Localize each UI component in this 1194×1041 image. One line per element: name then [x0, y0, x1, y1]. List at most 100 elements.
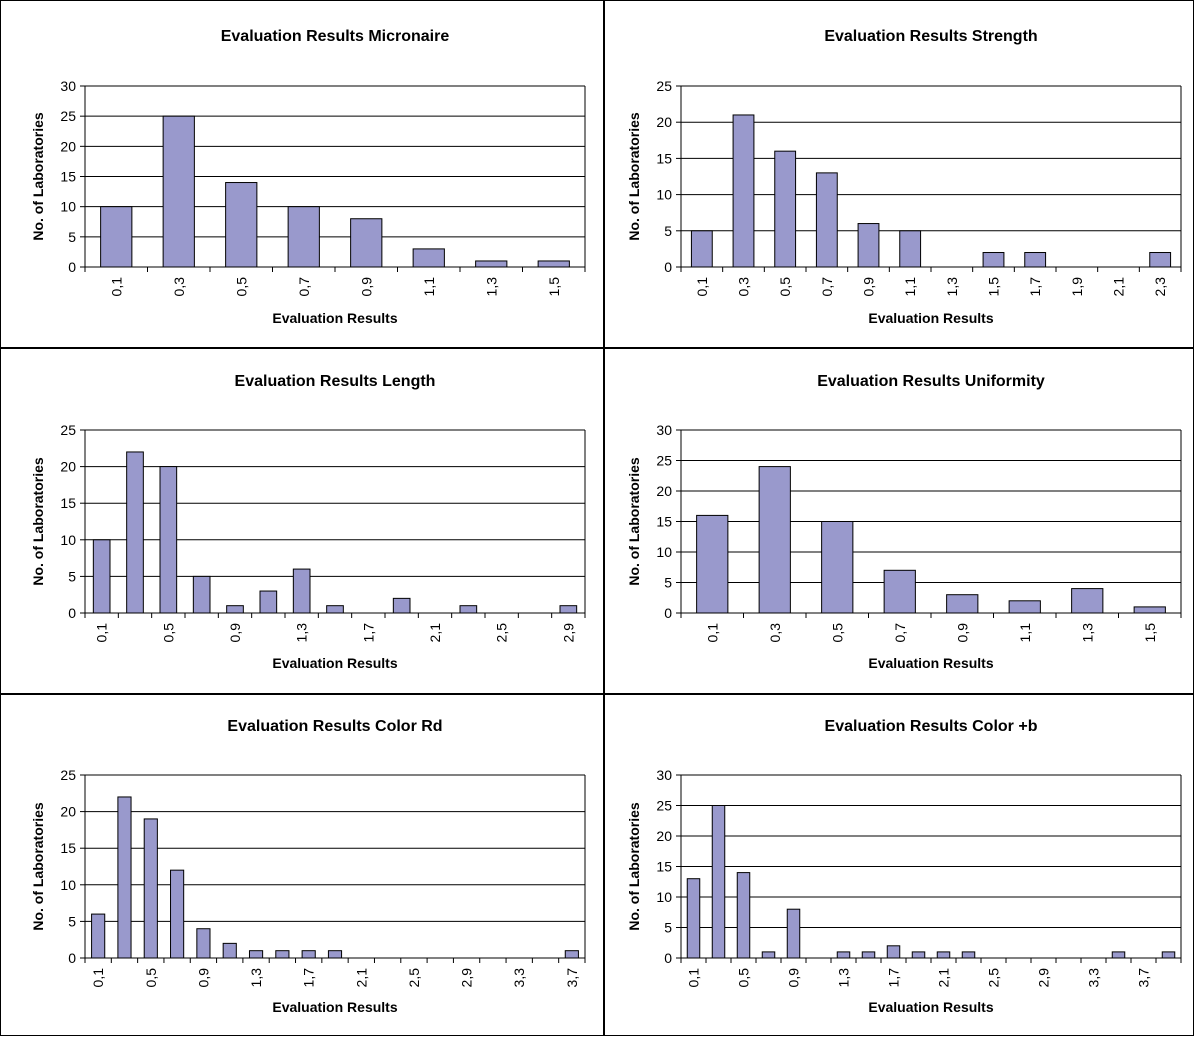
- x-tick-label: 1,3: [1079, 623, 1095, 643]
- bar: [292, 568, 311, 614]
- bar: [225, 182, 258, 268]
- bar: [117, 796, 132, 959]
- x-tick-label: 0,9: [861, 277, 877, 297]
- chart-4: Evaluation Results Uniformity 0 5 10 15 20 25 3…: [626, 373, 1182, 671]
- x-tick-label: 1,3: [294, 623, 310, 643]
- y-tick-label: 20: [60, 459, 76, 475]
- y-tick-label: 0: [68, 605, 76, 621]
- x-tick-label: 0,9: [195, 968, 211, 988]
- x-tick-label: 0,7: [819, 277, 835, 297]
- bar: [170, 869, 185, 959]
- bar: [1161, 951, 1176, 959]
- bar: [1133, 606, 1166, 614]
- y-axis-label: No. of Laboratories: [30, 457, 46, 586]
- bar: [911, 951, 926, 959]
- chart-panel-frame: [0, 0, 604, 348]
- x-tick-label: 1,1: [421, 277, 437, 297]
- y-tick-label: 10: [60, 532, 76, 548]
- x-tick-label: 1,3: [836, 968, 852, 988]
- bar: [301, 950, 316, 959]
- chart-6: Evaluation Results Color +b 0 5 10 15 20 25 30 0…: [626, 718, 1182, 1015]
- x-tick-label: 0,5: [736, 968, 752, 988]
- x-axis-label: Evaluation Results: [272, 999, 397, 1015]
- y-tick-label: 10: [60, 877, 76, 893]
- bar: [936, 951, 951, 959]
- x-tick-label: 1,1: [1017, 623, 1033, 643]
- y-tick-label: 5: [68, 568, 76, 584]
- chart-3: Evaluation Results Length 0 5 10 15 20 25 0,1 0,…: [30, 373, 586, 671]
- x-tick-label: 2,1: [353, 968, 369, 988]
- x-tick-label: 0,5: [160, 623, 176, 643]
- x-tick-label: 1,7: [301, 968, 317, 988]
- y-tick-label: 5: [664, 223, 672, 239]
- bar: [1149, 252, 1172, 268]
- bar: [162, 115, 195, 268]
- bar: [559, 605, 578, 614]
- bar: [732, 114, 755, 268]
- bar: [774, 150, 797, 268]
- bar: [326, 605, 344, 614]
- x-tick-label: 1,3: [248, 968, 264, 988]
- x-tick-label: 0,3: [736, 277, 752, 297]
- x-tick-label: 1,7: [886, 968, 902, 988]
- x-axis-label: Evaluation Results: [272, 655, 397, 671]
- y-tick-label: 10: [656, 187, 672, 203]
- bar: [392, 597, 411, 614]
- x-tick-label: 2,9: [1036, 968, 1052, 988]
- bar: [412, 248, 445, 268]
- bar: [711, 805, 726, 959]
- x-tick-label: 2,9: [459, 968, 475, 988]
- bar: [1111, 951, 1126, 959]
- bar: [861, 951, 876, 959]
- bar: [564, 950, 579, 959]
- bar: [690, 230, 713, 268]
- y-tick-label: 15: [60, 495, 76, 511]
- chart-1: Evaluation Results Micronaire 0 5 10 15 20 25 3…: [30, 28, 586, 326]
- y-tick-label: 15: [60, 840, 76, 856]
- x-tick-label: 0,9: [358, 277, 374, 297]
- y-tick-label: 20: [60, 138, 76, 154]
- bar: [350, 218, 383, 268]
- x-tick-label: 0,1: [694, 277, 710, 297]
- chart-panel-frame: [0, 348, 604, 694]
- chart-2: Evaluation Results Strength 0 5 10 15 20 25 0,1…: [626, 28, 1182, 326]
- y-tick-label: 25: [60, 108, 76, 124]
- bar: [537, 260, 570, 268]
- bar: [758, 466, 791, 614]
- x-tick-label: 2,5: [986, 968, 1002, 988]
- x-tick-label: 0,1: [94, 623, 110, 643]
- x-axis-label: Evaluation Results: [868, 999, 993, 1015]
- bar: [287, 206, 320, 268]
- x-tick-label: 0,7: [892, 623, 908, 643]
- x-tick-label: 3,3: [1086, 968, 1102, 988]
- bar: [143, 818, 158, 959]
- x-tick-label: 1,5: [546, 277, 562, 297]
- x-tick-label: 2,9: [560, 623, 576, 643]
- y-tick-label: 25: [60, 767, 76, 783]
- x-tick-label: 3,7: [1136, 968, 1152, 988]
- chart-title: Evaluation Results Uniformity: [817, 373, 1045, 390]
- x-tick-label: 1,1: [902, 277, 918, 297]
- x-tick-label: 1,3: [944, 277, 960, 297]
- y-tick-label: 0: [664, 605, 672, 621]
- y-tick-label: 15: [60, 169, 76, 185]
- y-tick-label: 5: [68, 913, 76, 929]
- y-axis-label: No. of Laboratories: [626, 802, 642, 931]
- x-tick-label: 0,1: [90, 968, 106, 988]
- bar: [1071, 588, 1104, 614]
- bar: [836, 951, 851, 959]
- y-tick-label: 5: [664, 575, 672, 591]
- y-axis-label: No. of Laboratories: [30, 802, 46, 931]
- bar: [886, 945, 901, 959]
- bar: [982, 252, 1005, 268]
- x-tick-label: 0,1: [108, 277, 124, 297]
- bar: [786, 908, 801, 959]
- bar: [821, 521, 854, 614]
- chart-5: Evaluation Results Color Rd 0 5 10 15 20 25 0,1…: [30, 718, 586, 1015]
- x-tick-label: 0,1: [704, 623, 720, 643]
- x-tick-label: 0,1: [686, 968, 702, 988]
- bar: [92, 539, 111, 614]
- x-tick-label: 1,9: [1069, 277, 1085, 297]
- bar: [815, 172, 838, 268]
- x-tick-label: 2,5: [406, 968, 422, 988]
